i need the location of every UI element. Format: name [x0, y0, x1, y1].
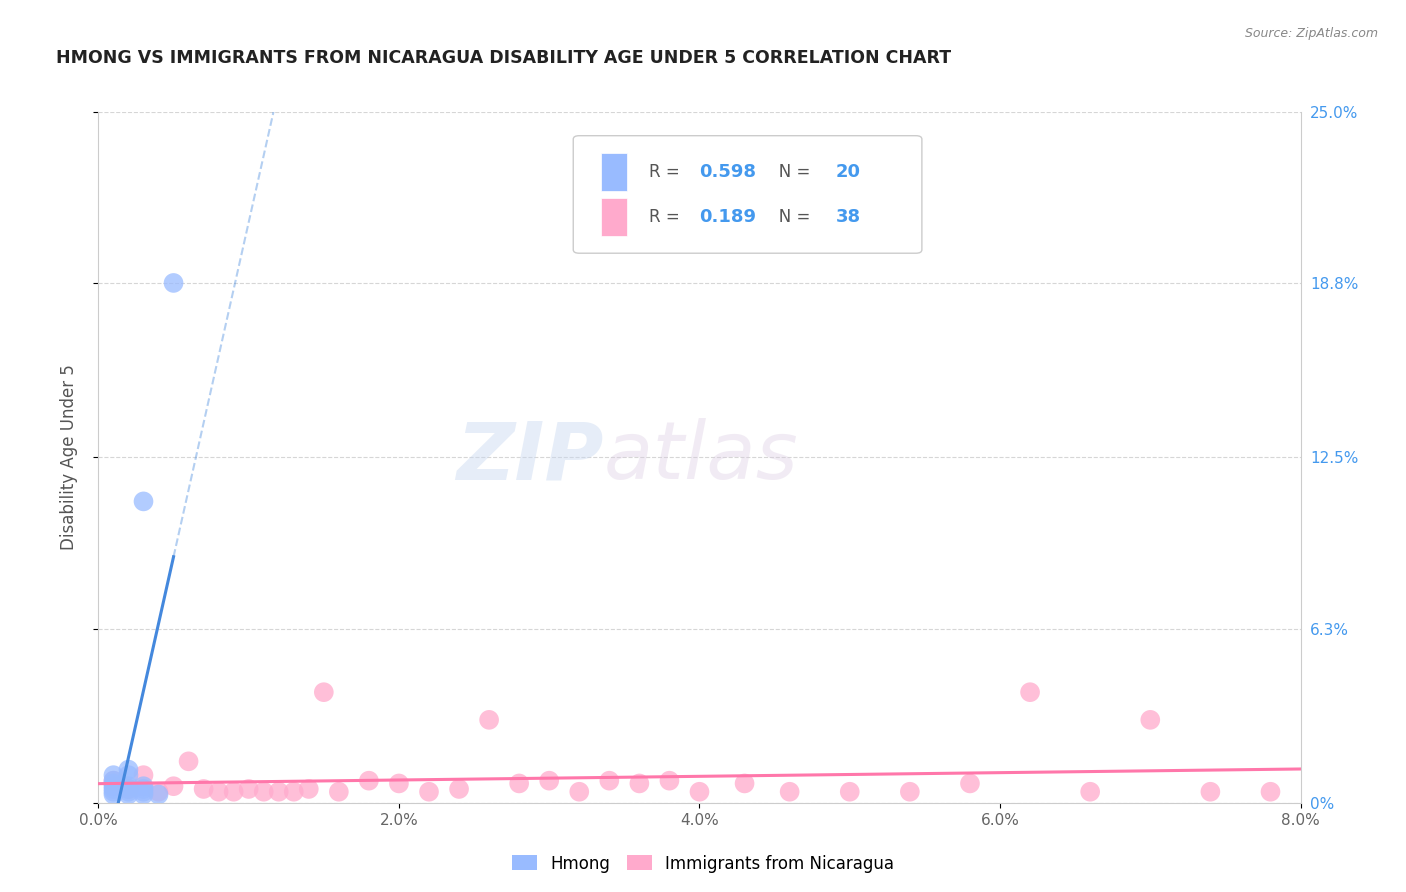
Text: 0.598: 0.598	[700, 163, 756, 181]
Legend: Hmong, Immigrants from Nicaragua: Hmong, Immigrants from Nicaragua	[505, 848, 901, 880]
Point	[478, 713, 501, 727]
Point	[132, 785, 155, 799]
Point	[312, 685, 335, 699]
Point	[103, 773, 125, 788]
Point	[132, 494, 155, 508]
Point	[959, 776, 981, 790]
Point	[1139, 713, 1161, 727]
Point	[208, 785, 231, 799]
Point	[103, 785, 125, 799]
Point	[117, 763, 139, 777]
Point	[148, 785, 170, 799]
Point	[117, 781, 139, 797]
Text: N =: N =	[763, 163, 815, 181]
Text: R =: R =	[650, 208, 685, 227]
Point	[689, 785, 711, 799]
Text: R =: R =	[650, 163, 685, 181]
Point	[132, 779, 155, 793]
Point	[267, 785, 290, 799]
Point	[658, 773, 681, 788]
Point	[779, 785, 801, 799]
Point	[538, 773, 561, 788]
Point	[357, 773, 380, 788]
Point	[388, 776, 411, 790]
Point	[103, 773, 125, 788]
FancyBboxPatch shape	[574, 136, 922, 253]
Bar	[600, 153, 627, 191]
Bar	[600, 198, 627, 236]
Point	[132, 768, 155, 782]
Point	[1078, 785, 1101, 799]
Text: N =: N =	[763, 208, 815, 227]
Point	[1260, 785, 1282, 799]
Text: atlas: atlas	[603, 418, 799, 496]
Text: 38: 38	[835, 208, 860, 227]
Y-axis label: Disability Age Under 5: Disability Age Under 5	[59, 364, 77, 550]
Point	[117, 768, 139, 782]
Text: Source: ZipAtlas.com: Source: ZipAtlas.com	[1244, 27, 1378, 40]
Point	[162, 276, 184, 290]
Point	[238, 781, 260, 797]
Point	[628, 776, 651, 790]
Point	[103, 788, 125, 802]
Point	[328, 785, 350, 799]
Point	[117, 785, 139, 799]
Point	[508, 776, 530, 790]
Text: HMONG VS IMMIGRANTS FROM NICARAGUA DISABILITY AGE UNDER 5 CORRELATION CHART: HMONG VS IMMIGRANTS FROM NICARAGUA DISAB…	[56, 49, 952, 67]
Point	[103, 781, 125, 797]
Point	[1019, 685, 1042, 699]
Point	[222, 785, 245, 799]
Point	[598, 773, 620, 788]
Point	[418, 785, 440, 799]
Point	[103, 768, 125, 782]
Point	[734, 776, 756, 790]
Point	[132, 788, 155, 802]
Point	[177, 755, 200, 769]
Text: 20: 20	[835, 163, 860, 181]
Point	[253, 785, 276, 799]
Point	[103, 776, 125, 790]
Point	[447, 781, 470, 797]
Point	[132, 781, 155, 797]
Text: ZIP: ZIP	[456, 418, 603, 496]
Point	[193, 781, 215, 797]
Point	[1199, 785, 1222, 799]
Point	[162, 779, 184, 793]
Point	[117, 788, 139, 802]
Point	[298, 781, 321, 797]
Point	[568, 785, 591, 799]
Point	[103, 779, 125, 793]
Point	[283, 785, 305, 799]
Point	[117, 779, 139, 793]
Point	[148, 788, 170, 802]
Point	[838, 785, 860, 799]
Text: 0.189: 0.189	[700, 208, 756, 227]
Point	[898, 785, 921, 799]
Point	[117, 781, 139, 797]
